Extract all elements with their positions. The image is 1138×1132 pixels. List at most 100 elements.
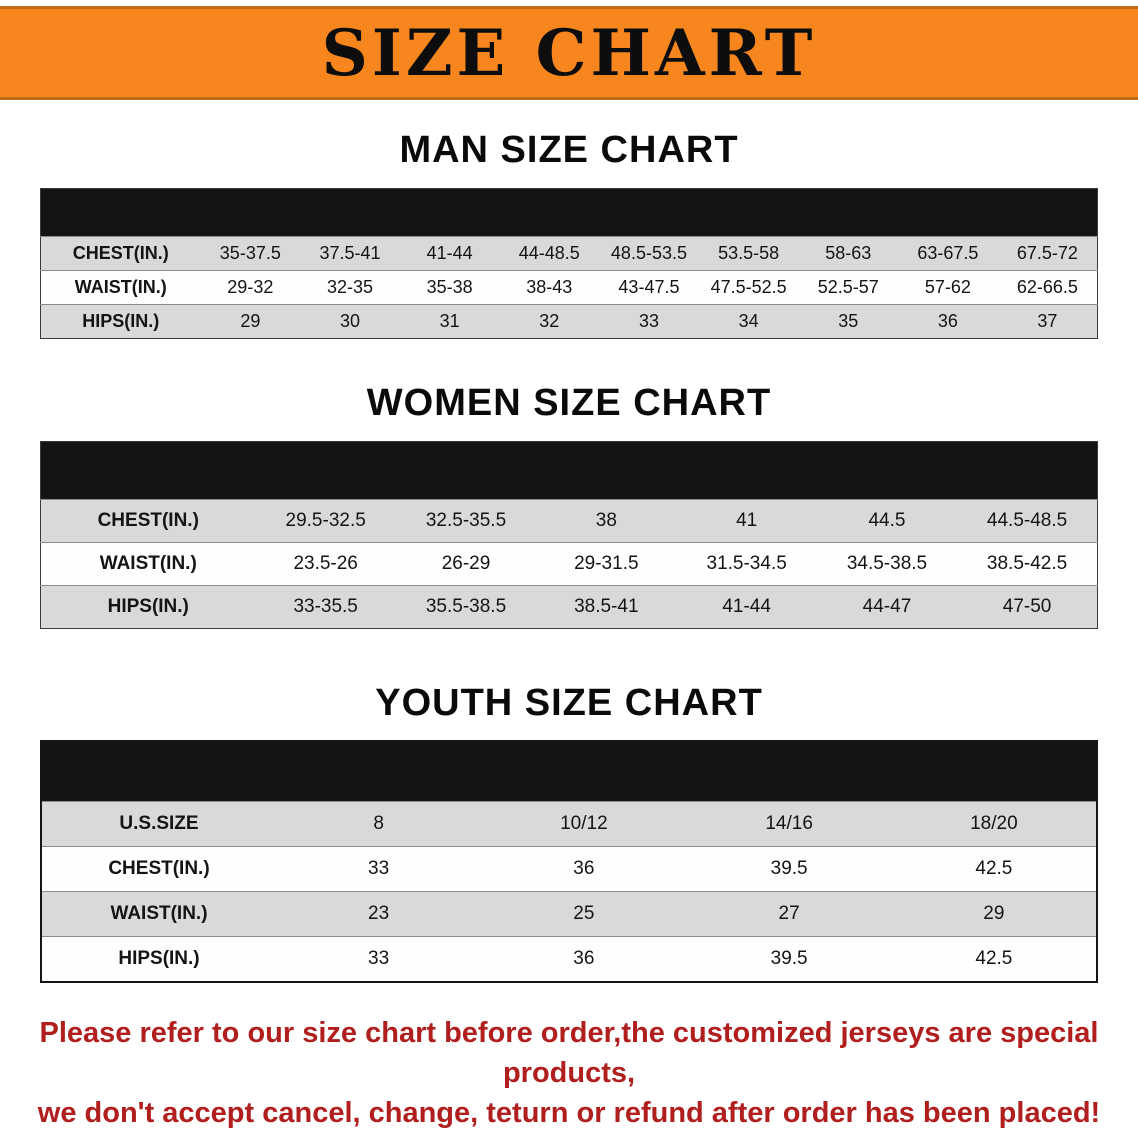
size-chart-banner: SIZE CHART [0,6,1138,100]
size-cell: 32-35 [326,276,373,297]
size-cell: 35-38 [426,276,473,297]
women-column-header: S [395,441,537,500]
size-cell: 29 [983,903,1005,925]
size-cell: 58-63 [825,242,872,263]
size-cell: 33-35.5 [293,595,358,617]
women-row-label-waist: WAIST(IN.) [99,552,197,574]
men-column-header: S [200,188,301,237]
size-cell: 32.5-35.5 [425,509,507,531]
size-cell: 39.5 [770,858,808,880]
size-cell: 41 [736,509,758,531]
banner-title: SIZE CHART [321,15,817,91]
table-row: WAIST(IN.) 23 25 27 29 [41,891,1097,937]
size-cell: 8 [373,813,384,835]
men-column-header: L [399,188,500,237]
size-cell: 44.5-48.5 [986,509,1068,531]
size-cell: 26-29 [441,552,491,574]
size-cell: 44-47 [862,595,912,617]
size-cell: 37 [1037,310,1058,331]
size-cell: 53.5-58 [718,242,780,263]
men-column-header: 3XL [698,188,799,237]
size-cell: 31.5-34.5 [706,552,787,574]
size-cell: 33 [368,948,390,970]
order-disclaimer: Please refer to our size chart before or… [30,1013,1108,1132]
men-column-header: 5XL [898,188,998,237]
youth-column-header: YTH S [276,741,482,802]
size-cell: 35 [838,310,859,331]
men-column-header: 4XL [798,188,899,237]
size-cell: 29-32 [227,276,274,297]
size-cell: 14/16 [765,813,813,835]
size-cell: 27 [778,903,800,925]
men-section-heading: MAN SIZE CHART [399,129,739,171]
youth-column-header: YTH M [481,741,687,802]
men-table-title: MEN'S [40,188,201,237]
table-row: CHEST(IN.) 29.5-32.5 32.5-35.5 38 41 44.… [40,499,1098,543]
size-cell: 44.5 [868,509,906,531]
size-cell: 30 [339,310,360,331]
youth-column-header: YTH L [686,741,892,802]
women-table-title: WOMEN'S [40,441,256,500]
size-cell: 38-43 [526,276,573,297]
youth-row-label-ussize: U.S.SIZE [119,813,199,835]
size-cell: 34 [738,310,759,331]
men-header-row: MEN'S S M L XL 2XL 3XL 4XL 5XL 6XL [40,188,1098,237]
size-cell: 38.5-41 [574,595,639,617]
women-column-header: XXL [957,441,1098,500]
women-column-header: XL [816,441,958,500]
size-cell: 29 [240,310,261,331]
men-size-table: MEN'S S M L XL 2XL 3XL 4XL 5XL 6XL CHEST… [40,187,1098,339]
size-cell: 41-44 [426,242,473,263]
size-cell: 34.5-38.5 [846,552,928,574]
men-column-header: XL [499,188,600,237]
size-cell: 32 [539,310,560,331]
youth-section-heading: YOUTH SIZE CHART [375,681,763,724]
size-cell: 63-67.5 [917,242,979,263]
size-cell: 36 [937,310,958,331]
size-cell: 41-44 [722,595,771,617]
size-cell: 36 [573,948,595,970]
women-column-header: L [676,441,817,500]
size-cell: 44-48.5 [518,242,580,263]
size-cell: 43-47.5 [618,276,680,297]
women-size-table: WOMEN'S XS S M L XL XXL CHEST(IN.) 29.5-… [40,440,1098,629]
table-row: HIPS(IN.) 33-35.5 35.5-38.5 38.5-41 41-4… [40,585,1098,629]
youth-column-header: YTH XL [891,741,1097,802]
size-cell: 42.5 [975,948,1013,970]
table-row: CHEST(IN.) 33 36 39.5 42.5 [41,846,1097,892]
youth-table-title: YOUTH [41,741,276,802]
men-row-label-waist: WAIST(IN.) [74,276,167,297]
size-cell: 42.5 [975,858,1013,880]
size-cell: 25 [573,903,595,925]
youth-row-label-hips: HIPS(IN.) [118,948,200,970]
size-cell: 10/12 [560,813,608,835]
men-row-label-chest: CHEST(IN.) [72,242,169,263]
size-cell: 35.5-38.5 [425,595,507,617]
size-cell: 35-37.5 [219,242,281,263]
size-cell: 57-62 [924,276,971,297]
size-cell: 36 [573,858,595,880]
size-cell: 29.5-32.5 [285,509,366,531]
size-cell: 47.5-52.5 [710,276,787,297]
size-cell: 23.5-26 [293,552,358,574]
size-cell: 38.5-42.5 [986,552,1068,574]
youth-size-table: YOUTH YTH S YTH M YTH L YTH XL U.S.SIZE … [40,740,1098,984]
size-cell: 29-31.5 [574,552,639,574]
table-row: HIPS(IN.) 33 36 39.5 42.5 [41,936,1097,983]
size-cell: 38 [595,509,617,531]
size-cell: 18/20 [970,813,1018,835]
table-row: U.S.SIZE 8 10/12 14/16 18/20 [41,801,1097,847]
size-cell: 52.5-57 [817,276,879,297]
youth-row-label-waist: WAIST(IN.) [110,903,208,925]
disclaimer-line-2: we don't accept cancel, change, teturn o… [37,1097,1101,1130]
women-column-header: XS [255,441,396,500]
women-section-heading: WOMEN SIZE CHART [366,381,772,424]
table-row: WAIST(IN.) 23.5-26 26-29 29-31.5 31.5-34… [40,542,1098,586]
table-row: WAIST(IN.) 29-32 32-35 35-38 38-43 43-47… [40,270,1098,305]
men-column-header: 6XL [997,188,1098,237]
size-cell: 47-50 [1002,595,1052,617]
size-cell: 33 [368,858,390,880]
youth-row-label-chest: CHEST(IN.) [108,858,210,880]
size-cell: 48.5-53.5 [610,242,687,263]
